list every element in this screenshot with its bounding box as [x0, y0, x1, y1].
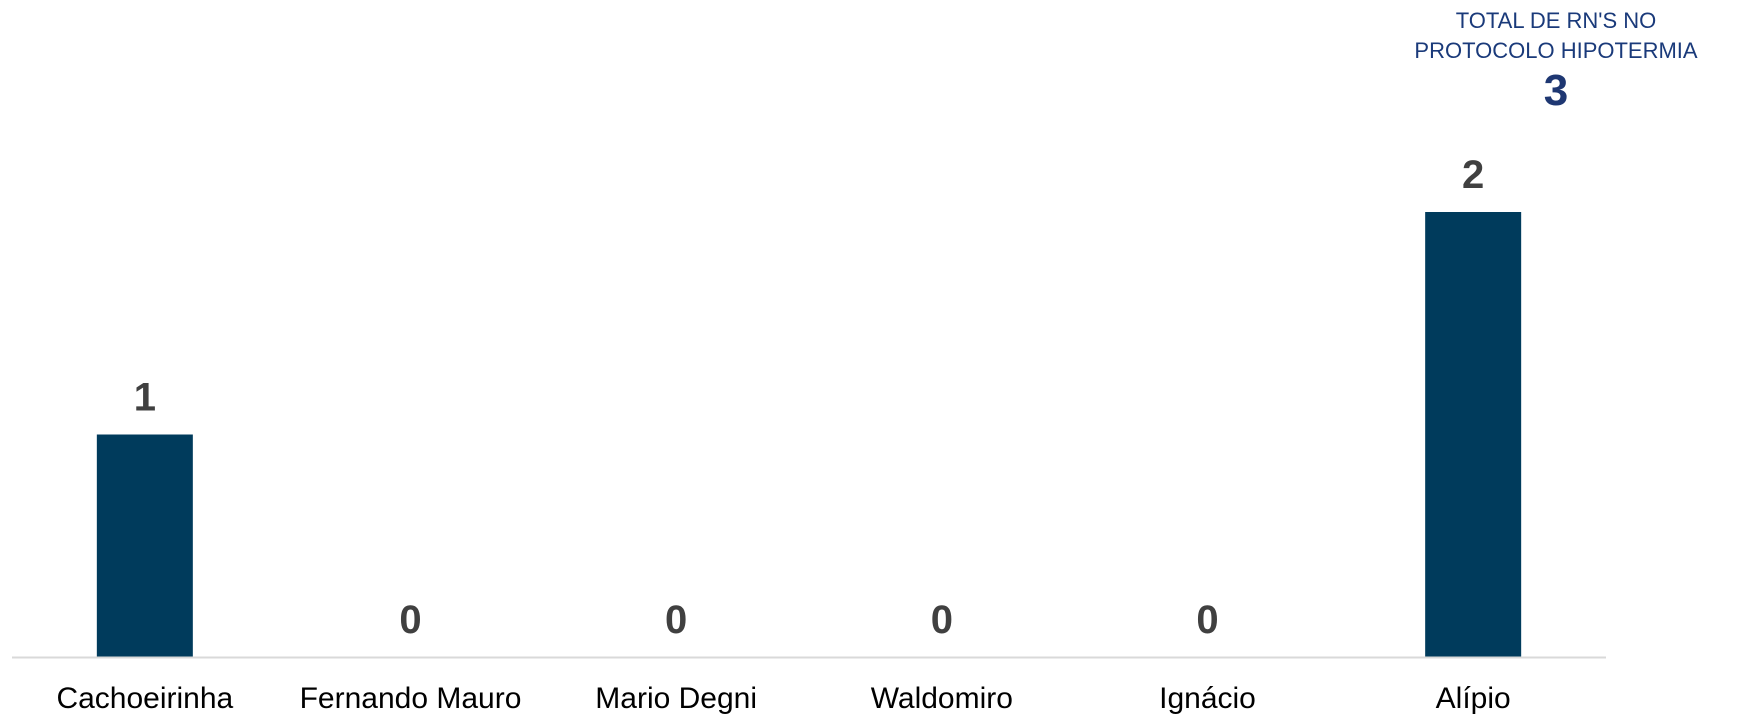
- bar-value-label: 0: [665, 598, 687, 642]
- category-label: Ignácio: [1159, 682, 1256, 715]
- total-summary-value: 3: [1543, 66, 1569, 115]
- bar-value-label: 0: [1196, 598, 1218, 642]
- category-label: Waldomiro: [871, 682, 1013, 715]
- category-label: Alípio: [1436, 682, 1511, 715]
- bar: [1425, 212, 1522, 657]
- bar: [96, 434, 193, 657]
- category-label: Fernando Mauro: [300, 682, 522, 715]
- total-summary-label: TOTAL DE RN'S NO PROTOCOLO HIPOTERMIA: [1414, 8, 1698, 63]
- bar-value-label: 2: [1462, 153, 1484, 197]
- bar-value-label: 0: [399, 598, 421, 642]
- bar-value-label: 1: [134, 376, 156, 420]
- category-label: Cachoeirinha: [56, 682, 233, 715]
- bar-value-label: 0: [931, 598, 953, 642]
- category-label: Mario Degni: [595, 682, 757, 715]
- total-summary: TOTAL DE RN'S NO PROTOCOLO HIPOTERMIA 3: [1386, 6, 1726, 116]
